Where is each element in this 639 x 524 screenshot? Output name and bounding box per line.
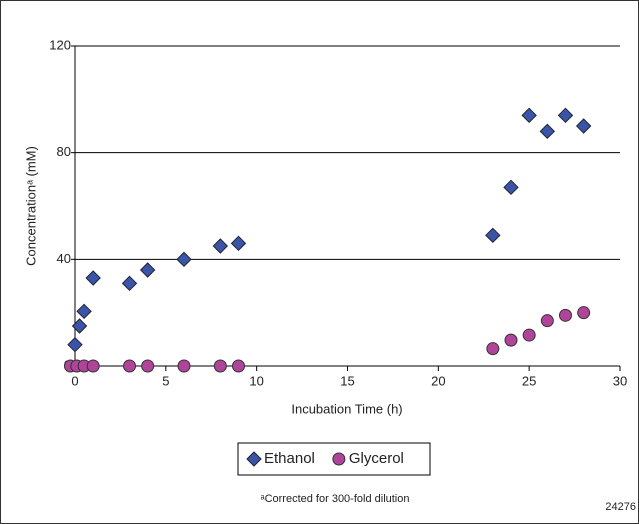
y-axis-label: Concentrationᵃ (mM): [23, 146, 38, 266]
x-tick-label: 15: [340, 373, 354, 388]
circle-point: [141, 359, 155, 373]
diamond-point: [521, 107, 537, 124]
diamond-point: [539, 123, 556, 140]
x-tick-label: 10: [249, 373, 263, 388]
diamond-point: [139, 262, 156, 278]
x-tick-label: 25: [522, 373, 536, 388]
diamond-point: [503, 179, 519, 196]
diamond-point: [67, 336, 83, 353]
circle-point: [232, 359, 245, 373]
diamond-point: [575, 118, 592, 134]
x-tick-label: 0: [71, 373, 78, 388]
diamond-point: [71, 318, 88, 334]
x-tick-label: 5: [162, 373, 169, 388]
circle-point: [540, 314, 554, 328]
circle-point: [332, 452, 346, 466]
y-tick-label: 40: [57, 251, 71, 266]
diamond-point: [176, 251, 192, 268]
diamond-point: [485, 227, 501, 244]
diamond-point: [230, 235, 247, 252]
diamond-point: [246, 451, 262, 467]
circle-point: [123, 359, 136, 373]
legend-label: Ethanol: [264, 450, 315, 467]
x-axis-label: Incubation Time (h): [291, 401, 402, 416]
diamond-point: [212, 238, 229, 254]
y-tick-label: 80: [57, 144, 71, 159]
diamond-point: [85, 270, 101, 286]
y-tick-label: 120: [49, 37, 71, 52]
x-tick-label: 30: [613, 373, 627, 388]
circle-point: [213, 359, 227, 373]
legend-label: Glycerol: [349, 450, 404, 467]
circle-point: [504, 333, 518, 347]
diamond-point: [121, 275, 138, 292]
diamond-point: [557, 107, 574, 124]
circle-point: [522, 328, 536, 342]
circle-point: [577, 306, 591, 320]
diamond-point: [76, 303, 92, 320]
circle-point: [486, 342, 500, 356]
x-tick-label: 20: [431, 373, 445, 388]
circle-point: [177, 359, 191, 373]
circle-point: [86, 359, 100, 373]
footnote: ᵃCorrected for 300-fold dilution: [260, 493, 409, 505]
circle-point: [559, 308, 572, 322]
figure-id: 24276: [605, 501, 636, 513]
